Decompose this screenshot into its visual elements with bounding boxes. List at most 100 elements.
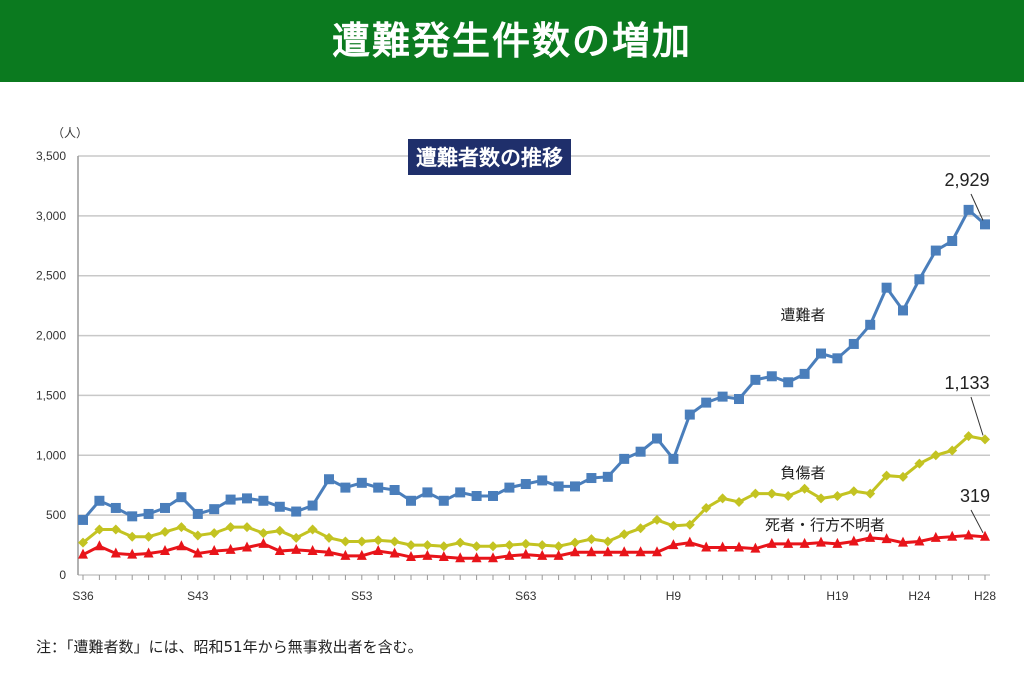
- y-tick-label: 2,500: [36, 269, 66, 283]
- data-point: [865, 531, 876, 542]
- data-point: [242, 541, 252, 552]
- data-point: [898, 471, 908, 482]
- data-point: [78, 548, 88, 559]
- page-title: 遭難発生件数の増加: [0, 0, 1024, 82]
- data-point: [898, 305, 908, 316]
- data-point: [209, 528, 220, 539]
- data-point: [389, 485, 400, 496]
- data-point: [143, 547, 154, 558]
- x-tick-label: H9: [666, 589, 682, 603]
- data-point: [553, 541, 564, 552]
- data-point: [799, 537, 810, 548]
- series-label: 負傷者: [780, 464, 825, 482]
- data-point: [832, 490, 843, 501]
- data-point: [471, 541, 482, 552]
- data-point: [537, 475, 548, 486]
- data-point: [602, 546, 613, 557]
- x-tick-label: S53: [351, 589, 373, 603]
- x-tick-label: H19: [826, 589, 848, 603]
- data-point: [734, 541, 744, 552]
- data-point: [340, 482, 351, 493]
- data-point: [816, 536, 826, 547]
- data-point: [488, 552, 498, 563]
- data-point: [947, 235, 958, 246]
- data-point: [406, 495, 416, 506]
- data-point: [422, 540, 433, 551]
- data-point: [258, 528, 269, 539]
- data-point: [307, 524, 318, 535]
- y-tick-label: 1,000: [36, 448, 66, 462]
- data-point: [307, 500, 318, 511]
- data-point: [848, 338, 859, 349]
- data-point: [176, 522, 187, 533]
- data-point: [537, 549, 548, 560]
- data-point: [586, 473, 597, 484]
- data-point: [78, 514, 88, 525]
- data-point: [192, 547, 203, 558]
- data-point: [225, 522, 236, 533]
- data-point: [274, 501, 285, 512]
- data-point: [668, 520, 679, 531]
- data-point: [848, 486, 859, 497]
- y-tick-label: 500: [46, 508, 66, 522]
- data-point: [619, 453, 630, 464]
- data-point: [783, 537, 794, 548]
- data-point: [865, 319, 876, 330]
- data-point: [898, 536, 908, 547]
- data-point: [963, 204, 974, 215]
- data-point: [324, 532, 334, 543]
- data-point: [488, 490, 498, 501]
- data-point: [455, 537, 466, 548]
- data-point: [225, 494, 236, 505]
- data-point: [110, 524, 121, 535]
- data-point: [373, 535, 384, 546]
- data-point: [373, 482, 384, 493]
- data-point: [438, 541, 449, 552]
- data-point: [635, 523, 646, 534]
- data-point: [356, 536, 367, 547]
- data-point: [652, 433, 662, 444]
- data-point: [455, 487, 466, 498]
- data-point: [455, 552, 466, 563]
- data-point: [963, 431, 974, 442]
- data-point: [635, 446, 646, 457]
- data-point: [471, 552, 482, 563]
- data-point: [110, 547, 121, 558]
- data-point: [504, 482, 515, 493]
- data-point: [783, 490, 794, 501]
- data-point: [570, 481, 580, 492]
- data-point: [783, 377, 794, 388]
- data-point: [324, 474, 334, 485]
- data-point: [274, 545, 285, 556]
- series-label: 遭難者: [780, 306, 825, 324]
- data-point: [980, 434, 990, 445]
- data-point: [192, 508, 203, 519]
- data-point: [701, 541, 712, 552]
- data-point: [520, 538, 531, 549]
- data-point: [291, 532, 302, 543]
- data-point: [668, 453, 679, 464]
- data-point: [816, 493, 826, 504]
- data-point: [291, 543, 302, 554]
- data-point: [291, 506, 302, 517]
- data-point: [127, 548, 138, 559]
- data-point: [209, 504, 220, 515]
- data-point: [652, 514, 662, 525]
- data-point: [668, 539, 679, 550]
- data-point: [570, 537, 580, 548]
- data-point: [258, 495, 269, 506]
- data-point: [356, 477, 367, 488]
- data-point: [684, 536, 695, 547]
- data-point: [307, 545, 318, 556]
- data-point: [848, 535, 859, 546]
- data-point: [160, 502, 170, 513]
- data-point: [520, 548, 531, 559]
- data-point: [242, 493, 252, 504]
- data-point: [930, 531, 941, 542]
- data-point: [947, 445, 958, 456]
- data-point: [438, 551, 449, 562]
- data-point: [914, 274, 925, 285]
- data-point: [389, 547, 400, 558]
- data-point: [619, 529, 630, 540]
